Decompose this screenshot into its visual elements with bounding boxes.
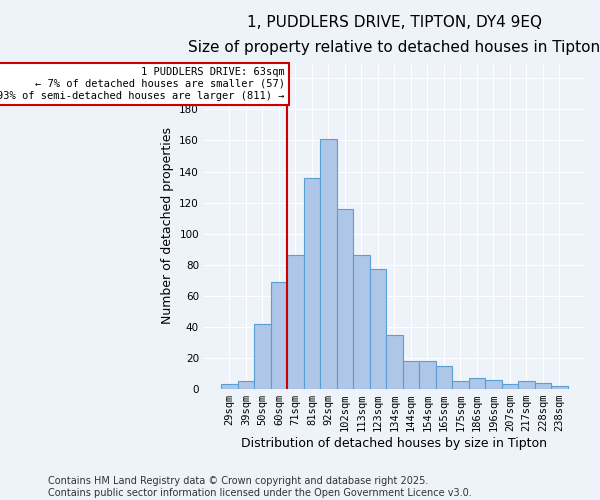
Bar — [419, 361, 436, 389]
Bar — [271, 282, 287, 389]
Text: Contains HM Land Registry data © Crown copyright and database right 2025.
Contai: Contains HM Land Registry data © Crown c… — [48, 476, 472, 498]
Bar — [551, 386, 568, 389]
Bar — [221, 384, 238, 389]
Bar — [353, 256, 370, 389]
Bar — [436, 366, 452, 389]
Bar — [485, 380, 502, 389]
Bar — [403, 361, 419, 389]
Bar — [469, 378, 485, 389]
Bar — [535, 383, 551, 389]
Bar — [287, 256, 304, 389]
Bar — [386, 334, 403, 389]
Text: 1 PUDDLERS DRIVE: 63sqm
← 7% of detached houses are smaller (57)
93% of semi-det: 1 PUDDLERS DRIVE: 63sqm ← 7% of detached… — [0, 68, 285, 100]
Bar — [337, 209, 353, 389]
Title: 1, PUDDLERS DRIVE, TIPTON, DY4 9EQ
Size of property relative to detached houses : 1, PUDDLERS DRIVE, TIPTON, DY4 9EQ Size … — [188, 15, 600, 54]
Bar — [320, 139, 337, 389]
X-axis label: Distribution of detached houses by size in Tipton: Distribution of detached houses by size … — [241, 437, 547, 450]
Y-axis label: Number of detached properties: Number of detached properties — [161, 128, 173, 324]
Bar — [254, 324, 271, 389]
Bar — [502, 384, 518, 389]
Bar — [518, 382, 535, 389]
Bar — [304, 178, 320, 389]
Bar — [370, 270, 386, 389]
Bar — [452, 382, 469, 389]
Bar — [238, 382, 254, 389]
